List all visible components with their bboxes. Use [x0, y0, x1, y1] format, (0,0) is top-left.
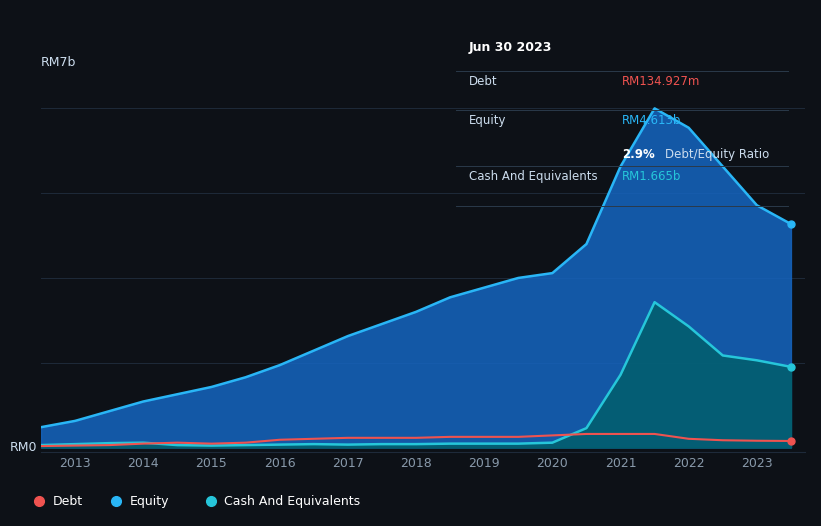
- Text: RM4.613b: RM4.613b: [622, 114, 681, 127]
- Text: Equity: Equity: [469, 114, 507, 127]
- Text: 2.9%: 2.9%: [622, 148, 654, 160]
- Text: RM0: RM0: [10, 441, 37, 454]
- Text: Cash And Equivalents: Cash And Equivalents: [224, 494, 360, 508]
- Text: RM134.927m: RM134.927m: [622, 75, 700, 88]
- Text: RM7b: RM7b: [41, 56, 76, 69]
- Text: Debt: Debt: [469, 75, 498, 88]
- Text: Debt/Equity Ratio: Debt/Equity Ratio: [665, 148, 769, 160]
- Text: Debt: Debt: [53, 494, 83, 508]
- Text: Jun 30 2023: Jun 30 2023: [469, 41, 553, 54]
- Text: RM1.665b: RM1.665b: [622, 170, 681, 183]
- Text: Cash And Equivalents: Cash And Equivalents: [469, 170, 598, 183]
- Text: Equity: Equity: [130, 494, 169, 508]
